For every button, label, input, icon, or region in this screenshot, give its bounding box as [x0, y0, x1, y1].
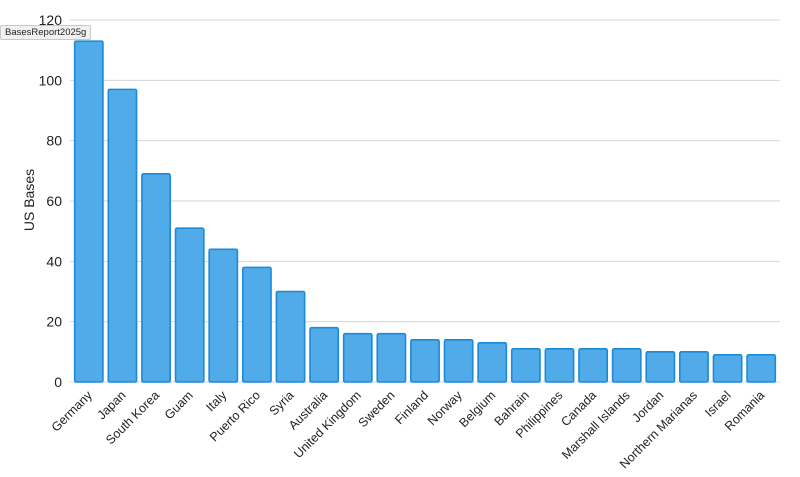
bar: [410, 338, 440, 383]
y-tick-label: 40: [46, 253, 62, 269]
bar: [342, 332, 373, 383]
bar: [578, 348, 609, 383]
bar: [208, 248, 239, 383]
x-tick-label: Belgium: [457, 388, 499, 430]
y-tick-label: 80: [46, 133, 62, 149]
bar: [73, 40, 104, 383]
bar: [712, 354, 743, 383]
bar: [174, 227, 205, 383]
x-tick-label: Sweden: [356, 388, 398, 430]
bar: [477, 341, 508, 383]
x-tick-label: Syria: [267, 388, 297, 418]
x-tick-label: Italy: [203, 388, 230, 415]
bar: [107, 88, 138, 383]
bar: [309, 326, 340, 383]
source-tag: BasesReport2025g: [0, 25, 92, 40]
bar: [510, 348, 541, 383]
x-tick-label: Israel: [702, 388, 734, 420]
bar: [645, 351, 676, 383]
y-tick-label: 100: [39, 72, 63, 88]
bar: [611, 348, 642, 383]
y-axis-title: US Bases: [21, 169, 37, 231]
y-tick-label: 0: [54, 374, 62, 390]
bar: [275, 290, 306, 383]
y-tick-label: 120: [39, 12, 63, 28]
bars: [73, 40, 777, 383]
bar: [679, 351, 709, 383]
bar: [746, 354, 777, 383]
y-tick-label: 60: [46, 193, 62, 209]
x-tick-label: Guam: [162, 388, 196, 422]
bar: [241, 266, 272, 383]
x-tick-label: Germany: [49, 388, 96, 435]
bar: [443, 338, 474, 383]
bar: [141, 173, 171, 383]
y-tick-labels: 0 20 40 60 80 100 120: [39, 12, 63, 390]
y-tick-label: 20: [46, 314, 62, 330]
bar: [376, 332, 407, 383]
x-tick-label: Finland: [392, 388, 431, 427]
bar: [544, 348, 575, 383]
